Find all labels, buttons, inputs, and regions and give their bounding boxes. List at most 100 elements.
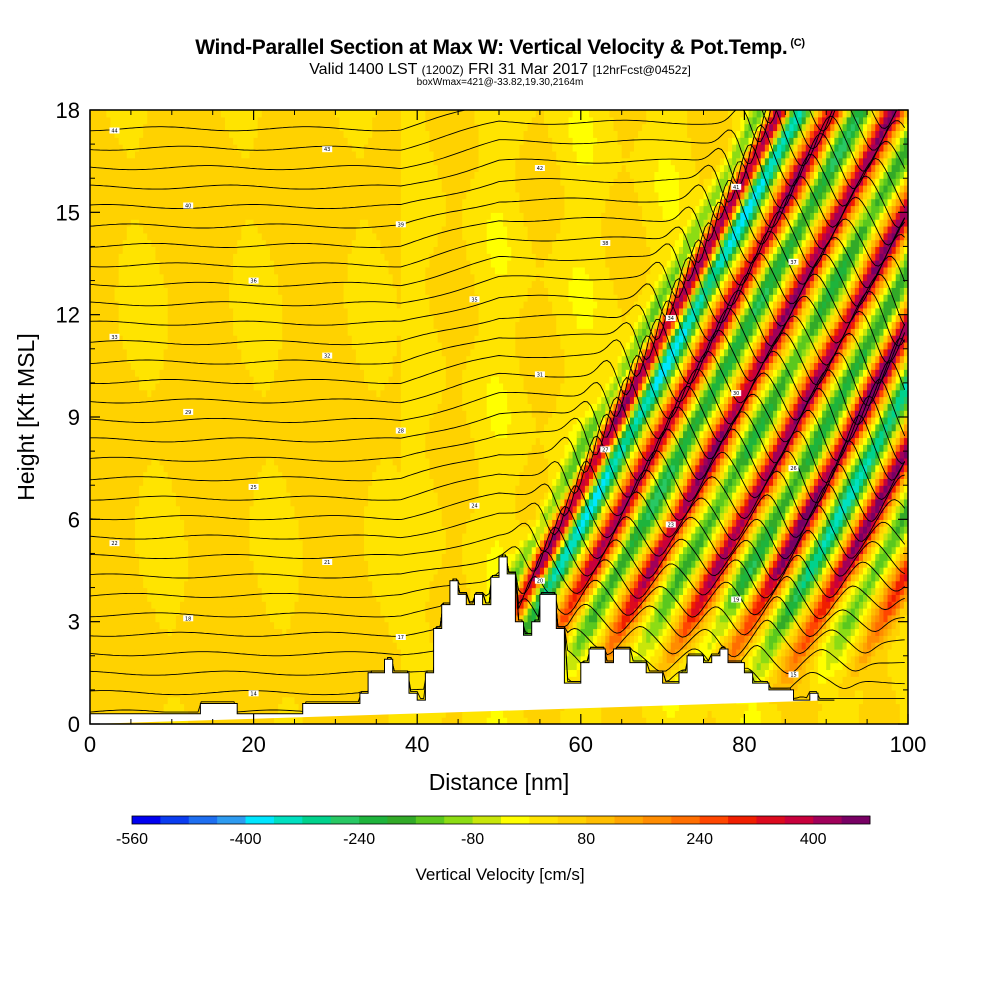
velocity-cell	[224, 478, 230, 486]
velocity-cell	[90, 198, 95, 207]
velocity-cell	[249, 567, 255, 575]
velocity-cell	[298, 123, 304, 132]
velocity-cell	[220, 273, 226, 282]
velocity-cell	[130, 498, 136, 507]
velocity-cell	[257, 369, 263, 377]
velocity-cell	[159, 232, 165, 241]
velocity-cell	[122, 389, 128, 398]
velocity-cell	[163, 587, 169, 595]
velocity-cell	[286, 355, 292, 364]
velocity-cell	[155, 144, 161, 152]
velocity-cell	[102, 621, 107, 630]
velocity-cell	[175, 130, 181, 138]
velocity-cell	[139, 642, 144, 650]
velocity-cell	[196, 492, 202, 500]
velocity-cell	[188, 137, 193, 145]
velocity-cell	[126, 253, 132, 261]
velocity-cell	[143, 614, 148, 623]
velocity-cell	[286, 157, 292, 166]
velocity-cell	[126, 519, 132, 527]
velocity-cell	[139, 526, 144, 534]
velocity-cell	[212, 389, 218, 398]
velocity-cell	[179, 178, 185, 186]
velocity-cell	[249, 526, 255, 534]
velocity-cell	[290, 532, 296, 541]
velocity-cell	[290, 683, 296, 691]
velocity-cell	[155, 505, 161, 514]
velocity-cell	[122, 423, 128, 432]
velocity-cell	[265, 648, 271, 657]
velocity-cell	[159, 532, 165, 541]
velocity-cell	[257, 594, 263, 602]
velocity-cell	[257, 430, 263, 439]
velocity-cell	[106, 205, 112, 213]
velocity-cell	[233, 519, 238, 527]
velocity-cell	[143, 362, 148, 370]
velocity-cell	[130, 403, 136, 411]
velocity-cell	[208, 478, 214, 486]
velocity-cell	[282, 669, 287, 677]
velocity-cell	[114, 403, 120, 411]
velocity-cell	[90, 239, 95, 248]
velocity-cell	[188, 580, 193, 589]
velocity-cell	[159, 614, 165, 623]
velocity-cell	[224, 382, 230, 391]
velocity-cell	[306, 130, 312, 138]
velocity-cell	[269, 587, 275, 595]
velocity-cell	[298, 403, 304, 411]
velocity-cell	[204, 546, 210, 555]
velocity-cell	[241, 185, 247, 193]
velocity-cell	[274, 150, 279, 159]
velocity-cell	[265, 355, 271, 364]
velocity-cell	[233, 417, 238, 425]
velocity-cell	[175, 144, 181, 152]
velocity-cell	[229, 273, 234, 282]
velocity-cell	[139, 485, 144, 493]
velocity-cell	[98, 498, 103, 507]
velocity-cell	[122, 198, 128, 207]
velocity-cell	[118, 621, 124, 630]
velocity-cell	[224, 683, 230, 691]
velocity-cell	[134, 178, 140, 186]
velocity-cell	[94, 648, 99, 657]
velocity-cell	[237, 648, 242, 657]
velocity-cell	[310, 260, 316, 268]
velocity-cell	[278, 212, 283, 220]
velocity-cell	[122, 492, 128, 500]
velocity-cell	[253, 519, 259, 527]
velocity-cell	[106, 485, 112, 493]
velocity-cell	[249, 150, 255, 159]
velocity-cell	[106, 260, 112, 268]
velocity-cell	[220, 683, 226, 691]
velocity-cell	[298, 546, 304, 555]
velocity-cell	[269, 116, 275, 125]
velocity-cell	[200, 608, 206, 616]
velocity-cell	[216, 519, 222, 527]
box-wmax-info: boxWmax=421@-33.82,19.30,2164m	[416, 77, 584, 88]
velocity-cell	[122, 171, 128, 179]
velocity-cell	[90, 116, 95, 125]
velocity-cell	[175, 423, 181, 432]
velocity-cell	[282, 403, 287, 411]
velocity-cell	[196, 110, 202, 118]
velocity-cell	[196, 669, 202, 677]
velocity-cell	[163, 532, 169, 541]
velocity-cell	[261, 335, 267, 343]
velocity-cell	[94, 219, 99, 227]
velocity-cell	[196, 273, 202, 282]
velocity-cell	[175, 471, 181, 479]
velocity-cell	[171, 150, 177, 159]
velocity-cell	[147, 198, 152, 207]
velocity-cell	[257, 601, 263, 609]
velocity-cell	[253, 396, 259, 404]
velocity-cell	[310, 212, 316, 220]
velocity-cell	[290, 389, 296, 398]
velocity-cell	[298, 314, 304, 323]
velocity-cell	[114, 225, 120, 234]
velocity-cell	[188, 273, 193, 282]
velocity-cell	[90, 464, 95, 473]
velocity-cell	[130, 137, 136, 145]
velocity-cell	[290, 498, 296, 507]
velocity-cell	[134, 519, 140, 527]
velocity-cell	[302, 567, 308, 575]
